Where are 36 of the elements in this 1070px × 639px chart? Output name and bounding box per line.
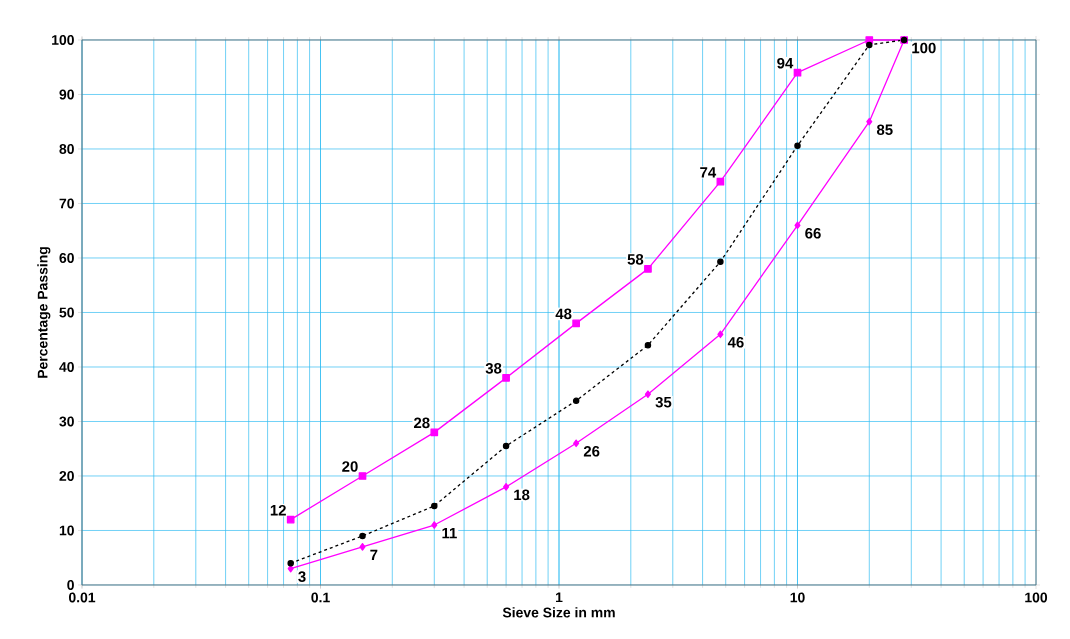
data-label: 26 xyxy=(583,445,600,457)
y-tick-label: 70 xyxy=(59,198,74,209)
x-tick-label: 10 xyxy=(790,592,805,603)
y-tick-label: 80 xyxy=(59,144,74,154)
y-tick-label: 20 xyxy=(59,471,74,481)
data-label: 74 xyxy=(700,167,717,178)
data-label: 28 xyxy=(413,417,430,429)
data-label: 66 xyxy=(805,227,821,239)
data-label: 58 xyxy=(627,254,644,265)
y-axis-title: Percentage Passing xyxy=(37,247,51,378)
data-label: 20 xyxy=(342,461,358,472)
y-tick-label: 30 xyxy=(59,416,74,427)
y-tick-label: 40 xyxy=(59,362,74,372)
y-tick-label: 0 xyxy=(67,580,74,590)
data-label: 85 xyxy=(876,124,893,136)
x-tick-label: 0.01 xyxy=(68,592,96,603)
x-tick-label: 1 xyxy=(556,592,563,603)
y-tick-label: 60 xyxy=(59,253,74,263)
data-label: 46 xyxy=(727,336,744,348)
data-label: 100 xyxy=(912,42,936,54)
data-label: 48 xyxy=(555,308,572,320)
data-label: 18 xyxy=(514,489,530,501)
x-tick-label: 100 xyxy=(1025,592,1048,603)
data-label: 11 xyxy=(442,527,457,539)
y-tick-label: 50 xyxy=(59,307,74,318)
data-label: 12 xyxy=(270,504,286,516)
x-tick-label: 0.1 xyxy=(311,592,330,603)
data-label: 7 xyxy=(370,549,378,560)
x-axis-title: Sieve Size in mm xyxy=(502,607,615,618)
y-tick-label: 100 xyxy=(52,35,74,45)
data-label: 38 xyxy=(485,363,502,374)
data-label: 3 xyxy=(298,571,306,582)
data-label: 94 xyxy=(777,57,794,69)
y-tick-label: 90 xyxy=(59,89,74,100)
data-label: 35 xyxy=(655,396,672,408)
y-tick-label: 10 xyxy=(59,525,74,536)
